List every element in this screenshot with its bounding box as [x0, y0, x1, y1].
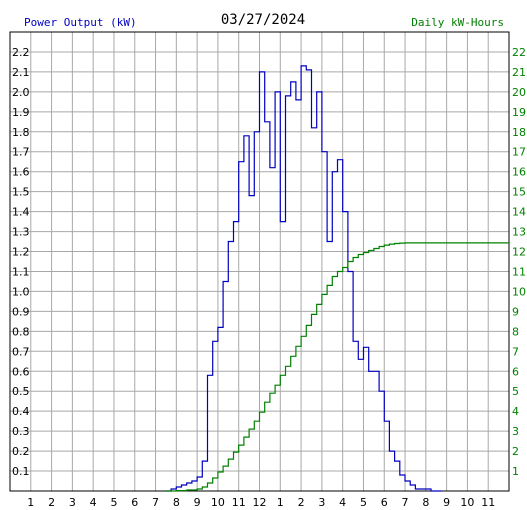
x-tick-label: 4	[90, 496, 97, 509]
y-right-tick-label: 16	[512, 166, 526, 179]
y-left-tick-label: 0.2	[12, 445, 30, 458]
plot-frame	[9, 31, 510, 492]
x-tick-label: 8	[173, 496, 180, 509]
x-tick-label: 11	[232, 496, 246, 509]
y-left-tick-label: 1.2	[12, 246, 30, 259]
x-tick-label: 7	[402, 496, 409, 509]
y-left-tick-label: 2.0	[12, 86, 30, 99]
y-left-tick-label: 1.0	[12, 285, 30, 298]
x-tick-label: 5	[110, 496, 117, 509]
x-tick-label: 1	[277, 496, 284, 509]
y-left-tick-label: 0.3	[12, 425, 30, 438]
y-right-tick-label: 21	[512, 66, 526, 79]
y-right-tick-label: 10	[512, 285, 526, 298]
x-tick-label: 6	[381, 496, 388, 509]
y-right-tick-label: 5	[512, 385, 519, 398]
x-tick-label: 3	[318, 496, 325, 509]
y-right-tick-label: 14	[512, 206, 526, 219]
x-tick-label: 3	[69, 496, 76, 509]
y-right-tick-label: 6	[512, 365, 519, 378]
y-right-tick-label: 9	[512, 305, 519, 318]
tick-labels: 1 2 3 4 5 6 7 8 9 10 11 12 1 2 3 4 5 6 7 8 9 10 110.10.20.30.4…	[12, 46, 526, 509]
y-left-tick-label: 1.4	[12, 206, 30, 219]
y-right-tick-label: 18	[512, 126, 526, 139]
y-right-tick-label: 1	[512, 465, 519, 478]
x-tick-label: 10	[460, 496, 474, 509]
daily-kwh-series-line	[165, 242, 509, 492]
x-tick-label: 4	[339, 496, 346, 509]
y-right-tick-label: 22	[512, 46, 526, 59]
x-tick-label: 5	[360, 496, 367, 509]
left-axis-title: Power Output (kW)	[24, 16, 137, 29]
x-tick-label: 2	[48, 496, 55, 509]
x-tick-label: 7	[152, 496, 159, 509]
x-tick-label: 10	[211, 496, 225, 509]
y-right-tick-label: 4	[512, 405, 519, 418]
y-left-tick-label: 1.9	[12, 106, 30, 119]
x-tick-label: 2	[298, 496, 305, 509]
y-right-tick-label: 11	[512, 265, 526, 278]
y-right-tick-label: 13	[512, 226, 526, 239]
x-tick-label: 9	[194, 496, 201, 509]
y-right-tick-label: 2	[512, 445, 519, 458]
y-left-tick-label: 1.5	[12, 186, 30, 199]
y-right-tick-label: 8	[512, 325, 519, 338]
y-left-tick-label: 1.1	[12, 265, 30, 278]
y-left-tick-label: 0.1	[12, 465, 30, 478]
y-right-tick-label: 15	[512, 186, 526, 199]
y-right-tick-label: 19	[512, 106, 526, 119]
y-left-tick-label: 1.7	[12, 146, 30, 159]
y-right-tick-label: 20	[512, 86, 526, 99]
x-tick-label: 6	[131, 496, 138, 509]
x-tick-label: 9	[443, 496, 450, 509]
y-left-tick-label: 1.3	[12, 226, 30, 239]
y-left-tick-label: 1.8	[12, 126, 30, 139]
y-left-tick-label: 0.5	[12, 385, 30, 398]
x-tick-label: 12	[253, 496, 267, 509]
y-left-tick-label: 0.4	[12, 405, 30, 418]
y-left-tick-label: 0.9	[12, 305, 30, 318]
y-left-tick-label: 0.7	[12, 345, 30, 358]
x-tick-label: 8	[422, 496, 429, 509]
y-right-tick-label: 12	[512, 246, 526, 259]
y-left-tick-label: 2.1	[12, 66, 30, 79]
right-axis-title: Daily kW-Hours	[411, 16, 504, 29]
y-left-tick-label: 1.6	[12, 166, 30, 179]
y-left-tick-label: 0.6	[12, 365, 30, 378]
y-left-tick-label: 2.2	[12, 46, 30, 59]
series-layer	[165, 65, 509, 492]
power-output-series-line	[165, 65, 442, 492]
x-tick-label: 1	[27, 496, 34, 509]
chart-date-title: 03/27/2024	[221, 12, 305, 28]
y-left-tick-label: 0.8	[12, 325, 30, 338]
y-right-tick-label: 3	[512, 425, 519, 438]
x-tick-label: 11	[481, 496, 495, 509]
y-right-tick-label: 7	[512, 345, 519, 358]
y-right-tick-label: 17	[512, 146, 526, 159]
